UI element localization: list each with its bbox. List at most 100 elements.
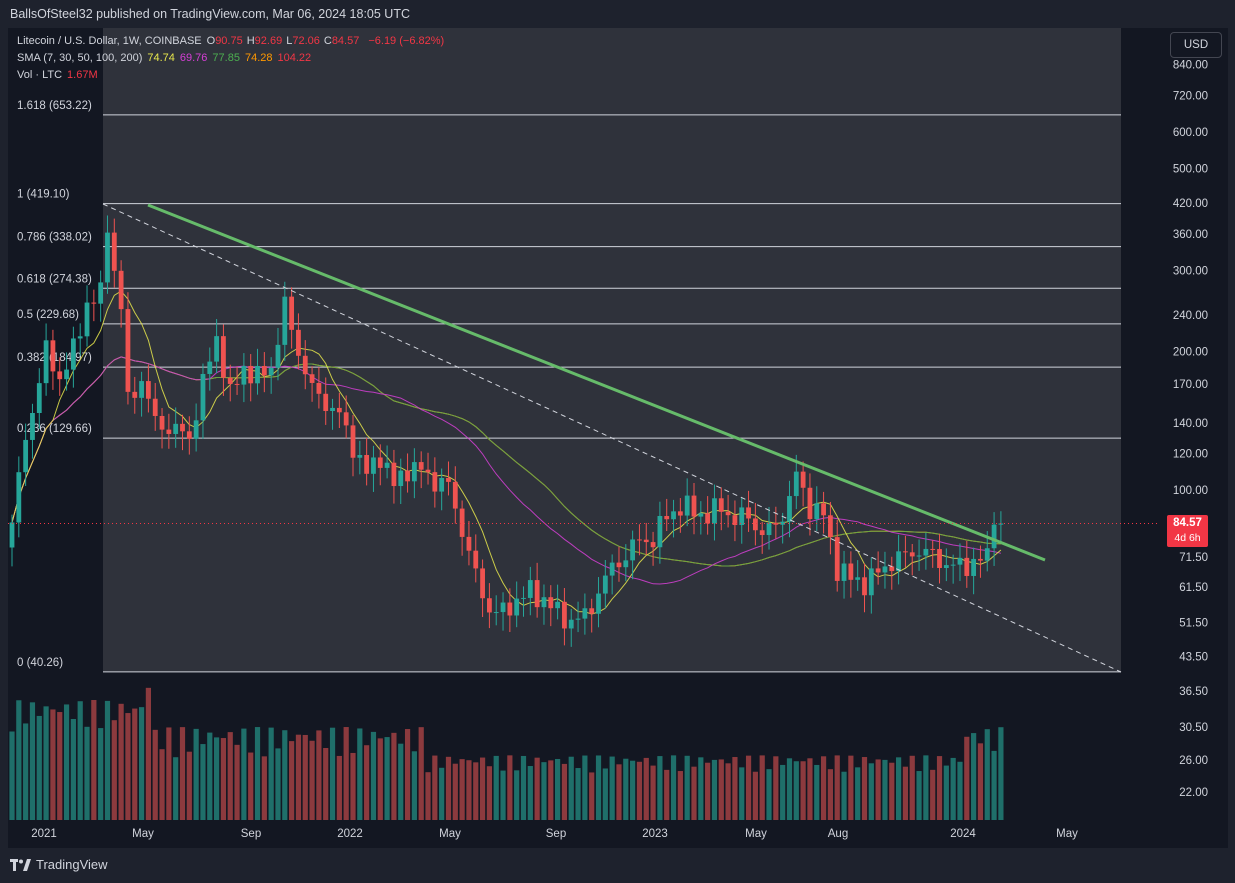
volume-bar xyxy=(930,769,936,820)
fib-level-label: 1 (419.10) xyxy=(17,189,70,201)
candle-body xyxy=(330,407,335,412)
volume-bar xyxy=(677,771,683,820)
candle-body xyxy=(473,550,479,569)
candle-body xyxy=(534,580,540,608)
volume-bar xyxy=(16,700,22,820)
volume-bar xyxy=(732,757,738,820)
candle-body xyxy=(957,557,963,565)
volume-bar xyxy=(486,766,492,820)
candle-body xyxy=(739,507,745,526)
volume-bar xyxy=(957,761,963,820)
candle-body xyxy=(166,429,172,434)
candle-body xyxy=(793,471,799,497)
volume-bar xyxy=(63,704,70,820)
volume-bar xyxy=(602,768,608,820)
legend-sma-values: 74.74 69.76 77.85 74.28 104.22 xyxy=(147,52,316,64)
candle-body xyxy=(186,431,192,439)
candle-body xyxy=(480,568,485,599)
candle-body xyxy=(200,373,206,421)
fib-level-label: 0.236 (129.66) xyxy=(17,423,92,435)
volume-bar xyxy=(207,732,213,820)
y-tick-label: 51.50 xyxy=(1179,618,1208,630)
y-tick-label: 240.00 xyxy=(1173,310,1208,322)
footer-brand[interactable]: TradingView xyxy=(10,857,108,872)
candle-body xyxy=(514,598,520,616)
volume-bar xyxy=(555,758,561,820)
y-tick-label: 140.00 xyxy=(1173,418,1208,430)
candle-body xyxy=(50,340,56,372)
candle-body xyxy=(323,393,329,412)
y-tick-label: 100.00 xyxy=(1173,485,1208,497)
x-tick-label: May xyxy=(1056,828,1078,840)
candle-body xyxy=(705,513,711,524)
volume-bar xyxy=(23,723,29,820)
candle-body xyxy=(411,462,417,482)
legend-ohlc-o: O90.75 xyxy=(206,35,243,47)
y-tick-label: 200.00 xyxy=(1173,346,1208,358)
volume-bar xyxy=(534,757,540,820)
y-tick-label: 500.00 xyxy=(1173,163,1208,175)
candle-body xyxy=(787,496,792,522)
candle-body xyxy=(30,412,35,440)
volume-bar xyxy=(29,702,36,820)
volume-bar xyxy=(466,760,472,820)
x-tick-label: 2024 xyxy=(950,828,976,840)
volume-bar xyxy=(179,727,186,820)
volume-bar xyxy=(138,707,145,820)
candle-body xyxy=(405,470,410,482)
candle-body xyxy=(418,462,424,470)
candle-body xyxy=(214,336,219,362)
candle-body xyxy=(193,420,199,439)
sma-30-line xyxy=(11,356,1002,585)
candle-body xyxy=(248,365,254,384)
volume-bar xyxy=(186,751,192,820)
volume-bar xyxy=(289,741,295,820)
volume-bar xyxy=(91,700,97,820)
legend-symbol: Litecoin / U.S. Dollar, 1W, COINBASE xyxy=(17,35,202,47)
candle-body xyxy=(677,511,683,516)
volume-bar xyxy=(411,751,417,820)
candle-body xyxy=(746,507,751,519)
fib-level-label: 1.618 (653.22) xyxy=(17,100,92,112)
volume-bar xyxy=(834,755,840,820)
publisher-line: BallsOfSteel32 published on TradingView.… xyxy=(10,7,410,21)
y-tick-label: 30.50 xyxy=(1179,722,1208,734)
candle-body xyxy=(84,302,90,337)
volume-bar xyxy=(561,763,568,820)
x-tick-label: Sep xyxy=(241,828,261,840)
volume-bar xyxy=(275,748,281,820)
last-price: 84.57 xyxy=(1173,517,1202,529)
volume-bar xyxy=(814,764,820,820)
dashed-channel-line xyxy=(102,203,1122,673)
candle-body xyxy=(500,602,506,613)
candle-body xyxy=(371,457,376,474)
candle-body xyxy=(909,552,915,557)
volume-bar xyxy=(295,734,302,820)
volume-bar xyxy=(493,755,499,820)
volume-bar xyxy=(282,730,288,820)
volume-bar xyxy=(316,730,322,820)
volume-bar xyxy=(964,736,970,820)
y-tick-label: 36.50 xyxy=(1179,686,1208,698)
candle-body xyxy=(452,481,458,509)
candle-body xyxy=(541,597,547,608)
candle-body xyxy=(725,511,731,516)
legend-ohlc: O90.75 H92.69 L72.06 C84.57 xyxy=(207,35,364,47)
volume-bar xyxy=(664,769,670,820)
volume-bar xyxy=(418,727,424,820)
candle-body xyxy=(562,601,567,629)
candle-body xyxy=(923,548,929,556)
volume-bar xyxy=(636,761,643,820)
volume-bar xyxy=(159,749,165,820)
volume-bar xyxy=(739,767,745,820)
volume-bar xyxy=(357,728,363,820)
volume-bar xyxy=(364,745,370,820)
candle-body xyxy=(930,548,936,550)
volume-bar xyxy=(766,769,772,820)
candle-body xyxy=(828,515,833,538)
legend-vol-value: 1.67M xyxy=(67,69,98,81)
currency-button[interactable]: USD xyxy=(1170,32,1222,58)
descending-trendline xyxy=(147,203,1046,562)
candle-body xyxy=(111,232,117,271)
